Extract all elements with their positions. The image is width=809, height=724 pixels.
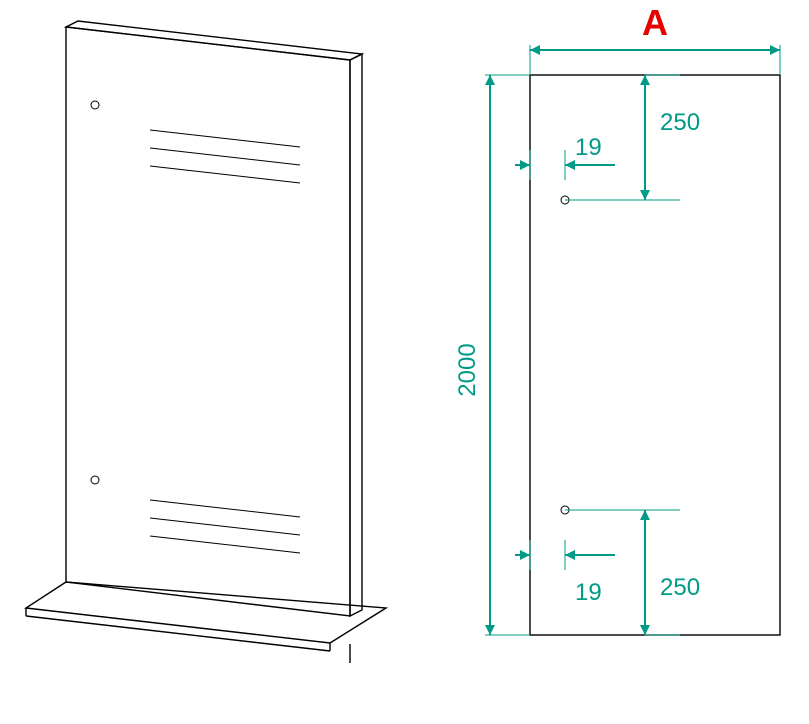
iso-vent-top-1 xyxy=(150,148,300,165)
label-height: 2000 xyxy=(454,343,481,396)
engineering-drawing: A 2000 250 19 250 19 xyxy=(0,0,809,724)
iso-vent-top-2 xyxy=(150,166,300,183)
iso-panel-base xyxy=(26,582,386,643)
dim-A: A xyxy=(530,2,780,75)
iso-panel-front xyxy=(66,27,350,616)
iso-vent-bot-1 xyxy=(150,518,300,535)
iso-panel-group xyxy=(26,21,386,663)
dim-top-250-label: 250 xyxy=(660,109,700,136)
label-A: A xyxy=(642,2,668,43)
dim-top-19-label: 19 xyxy=(575,134,602,161)
iso-panel-top-edge xyxy=(66,21,362,60)
dim-bot-19-label: 19 xyxy=(575,579,602,606)
dim-bot-250-label: 250 xyxy=(660,574,700,601)
dim-top-250: 250 xyxy=(640,75,700,200)
iso-panel-right-edge xyxy=(350,54,362,616)
iso-vent-bot-2 xyxy=(150,536,300,553)
iso-hole-top xyxy=(91,101,99,109)
iso-vent-bot-0 xyxy=(150,500,300,517)
ortho-panel-outline xyxy=(530,75,780,635)
iso-vent-top-0 xyxy=(150,130,300,147)
iso-hole-bottom xyxy=(91,476,99,484)
dim-bot-250: 250 xyxy=(640,510,700,635)
dim-height: 2000 xyxy=(454,75,530,635)
